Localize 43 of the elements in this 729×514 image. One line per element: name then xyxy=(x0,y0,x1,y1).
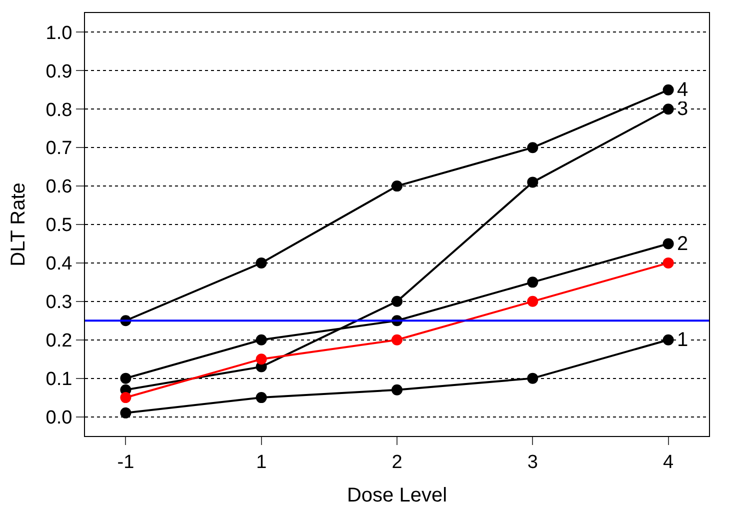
series-label: 3 xyxy=(677,98,688,120)
x-tick-label: 1 xyxy=(256,452,267,473)
y-tick-label: 0.5 xyxy=(46,215,72,236)
point xyxy=(392,296,402,307)
point xyxy=(256,354,267,365)
point xyxy=(527,296,538,307)
point xyxy=(662,84,674,96)
y-tick-label: 0.6 xyxy=(46,176,72,198)
y-tick-label: 0.3 xyxy=(46,292,72,314)
x-axis-title: Dose Level xyxy=(346,484,448,506)
y-tick-label: 0.9 xyxy=(46,61,72,82)
point xyxy=(256,334,267,346)
x-tick-label: 2 xyxy=(392,452,402,473)
y-tick-label: 0.4 xyxy=(46,254,73,275)
point xyxy=(120,407,132,418)
y-axis-title: DLT Rate xyxy=(7,182,30,266)
point xyxy=(256,392,267,404)
y-tick-label: 1.0 xyxy=(46,22,72,44)
point xyxy=(392,334,402,346)
point xyxy=(120,372,132,384)
y-tick-label: 0.7 xyxy=(46,138,72,160)
point xyxy=(662,104,674,115)
point xyxy=(392,180,402,192)
point xyxy=(527,176,538,188)
series-label: 1 xyxy=(677,329,688,351)
point xyxy=(392,384,402,396)
point xyxy=(527,372,538,384)
x-tick-label: 3 xyxy=(527,452,538,473)
point xyxy=(256,257,267,268)
point xyxy=(120,392,132,404)
y-tick-label: 0.2 xyxy=(46,330,72,352)
series-label: 4 xyxy=(677,79,688,101)
point xyxy=(662,257,674,268)
y-tick-label: 0.0 xyxy=(46,407,72,428)
series-label: 2 xyxy=(677,233,688,255)
y-tick-label: 0.1 xyxy=(46,368,72,390)
y-tick-label: 0.8 xyxy=(46,100,72,121)
x-tick-label: 4 xyxy=(663,452,674,473)
point xyxy=(527,276,538,288)
x-tick-label: -1 xyxy=(117,452,134,473)
point xyxy=(662,334,674,346)
point xyxy=(527,142,538,154)
point xyxy=(662,238,674,250)
